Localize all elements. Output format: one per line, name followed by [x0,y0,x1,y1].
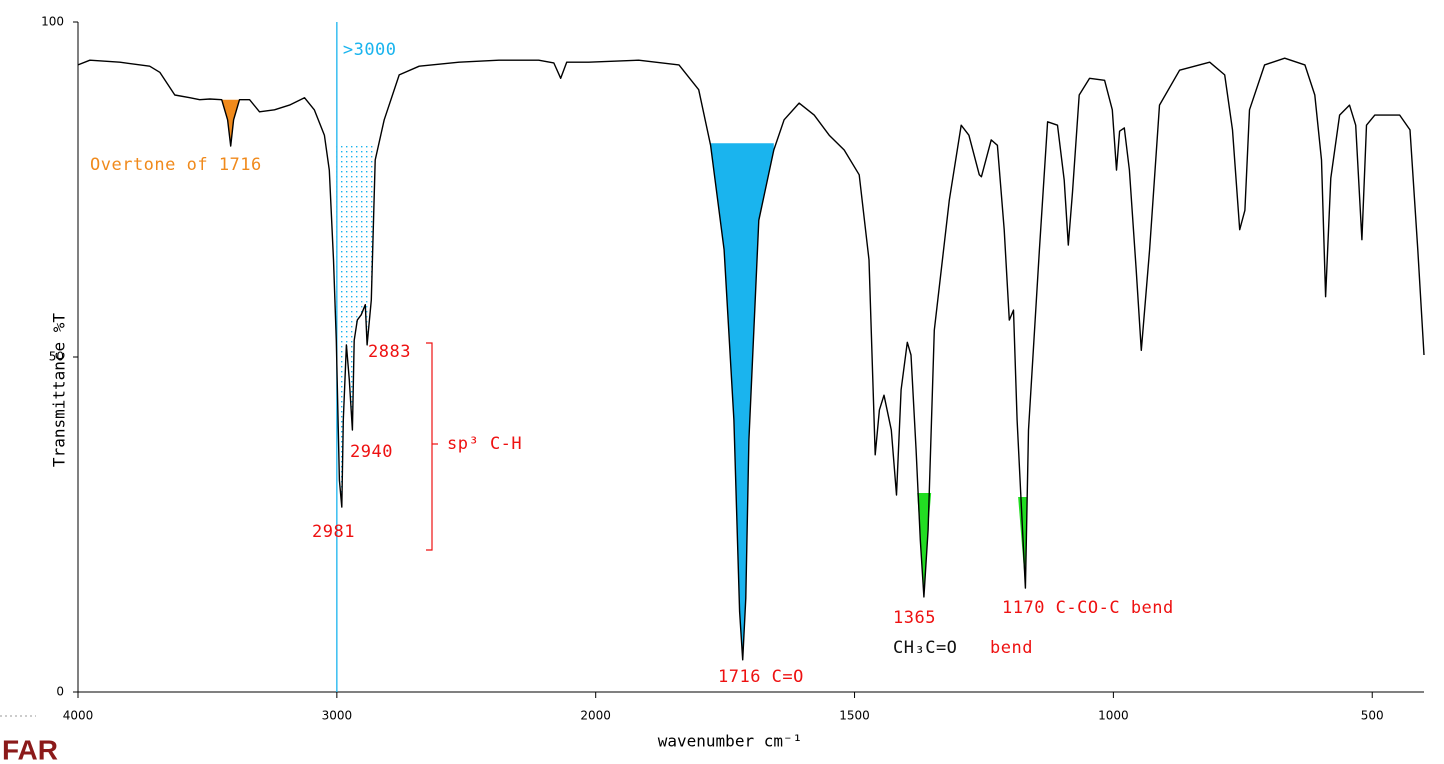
bracket [426,342,438,551]
y-tick-label: 100 [41,15,64,29]
x-tick-label: 2000 [580,709,611,723]
y-tick-label: 50 [49,350,64,364]
highlight [219,99,240,146]
highlight-layer [219,99,1028,660]
annotation: 1170 C-CO-C bend [1002,598,1174,618]
annotation: 2940 [350,442,393,462]
x-tick-label: 3000 [322,709,353,723]
spectrum-line [77,57,1425,661]
bracket-line [426,342,433,551]
highlight [709,143,774,660]
x-tick-label: 4000 [63,709,94,723]
annotation: 1365 [893,608,936,628]
x-tick-label: 500 [1361,709,1384,723]
logo: FAR [2,734,58,764]
reference-label: >3000 [343,40,397,60]
annotation: bend [990,638,1033,658]
annotation: CH₃C=O [893,638,957,658]
annotation: sp³ C-H [447,434,522,454]
x-tick-label: 1000 [1098,709,1129,723]
x-tick-label: 1500 [839,709,870,723]
annotation: 2883 [368,342,411,362]
annotation: 1716 C=O [718,667,804,687]
highlight [336,145,375,508]
annotation: Overtone of 1716 [90,155,262,175]
y-tick-label: 0 [56,685,64,699]
annotation: 2981 [312,522,355,542]
y-axis-label: Transmittance %T [50,313,69,467]
highlight [917,493,932,597]
x-axis-label: wavenumber cm⁻¹ [658,732,803,751]
